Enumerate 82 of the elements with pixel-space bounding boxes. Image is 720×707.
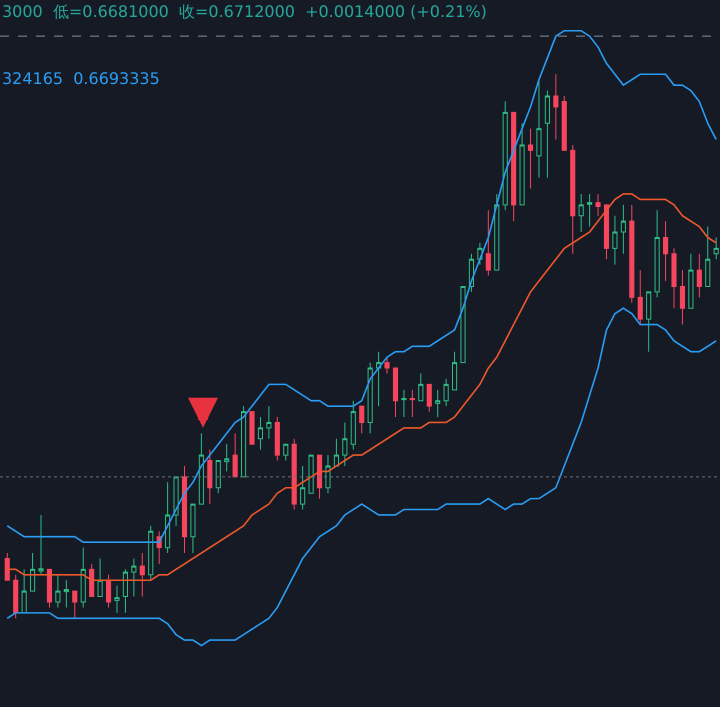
candlestick [528,128,534,190]
candlestick [232,432,238,478]
candlestick [216,460,221,494]
candlestick [544,90,550,178]
annotation: 324165 0.6693335 [2,69,160,88]
candlestick [392,368,398,418]
candlestick [325,454,331,494]
candlestick [426,384,432,412]
candlestick [308,454,314,494]
candlestick [452,351,458,390]
candlestick [198,432,204,505]
candlestick [98,558,103,598]
candlestick [190,504,196,554]
candlestick [696,253,702,298]
candlestick [292,438,297,510]
candlestick [638,270,643,326]
candlestick [502,100,508,211]
candlestick [570,144,576,254]
candlestick [4,552,10,581]
candlestick [680,270,686,326]
candlestick [654,210,660,298]
candlestick [207,449,212,505]
candlestick [604,204,610,260]
candlestick [316,454,322,500]
candlestick [688,253,694,309]
candlestick [283,444,288,462]
candlestick [578,193,584,233]
candlestick [182,465,188,554]
candlestick [410,389,415,418]
candlestick [705,226,710,287]
candlestick [562,96,567,151]
candlestick [368,362,373,434]
candlestick [486,210,491,276]
candlestick [140,552,145,598]
candlestick [38,514,44,576]
candlestick [663,220,668,282]
candlestick [300,465,306,510]
candlestick [359,406,364,434]
candlestick [629,204,634,304]
candlestick [72,590,78,619]
candlestick [241,406,246,478]
candlestick [553,74,558,140]
candlestick [131,558,136,598]
candlestick [520,122,525,206]
candlestick [620,204,626,254]
candlestick [13,574,18,619]
candlestick [350,400,356,450]
candlestick [444,378,449,407]
candlestick [22,568,27,614]
candlestick [249,411,255,445]
candlestick [494,193,500,271]
candlestick [258,416,264,450]
candlestick [55,574,60,608]
candlestick [89,563,94,598]
candlestick [435,389,440,418]
candlestick [401,389,406,418]
candlestick [165,482,170,554]
candlestick [536,79,542,178]
candlestick [646,291,652,352]
candlestick [384,356,390,374]
candlestick [148,525,154,581]
candlestick [342,422,348,466]
candlestick [122,568,128,614]
candlestick [30,552,36,592]
candlestick [595,193,601,216]
candlestick [460,286,466,364]
candlestick [376,351,382,407]
candlestick [114,585,120,614]
candlestick [64,580,69,608]
candlestick [106,574,112,608]
candlestick [612,215,618,266]
candlestick [334,438,339,466]
candlestick [671,248,677,309]
candlestick [80,547,86,608]
candlestick [46,568,52,608]
candlestick [266,406,272,440]
candlestick [587,193,592,228]
candlestick [274,416,280,462]
candlestick [224,444,230,472]
text: 3000 低=0.6681000 收=0.6712000 +0.0014000 (+0.21%) [2,2,487,21]
candlestick [511,112,516,222]
candlestick [418,372,424,402]
